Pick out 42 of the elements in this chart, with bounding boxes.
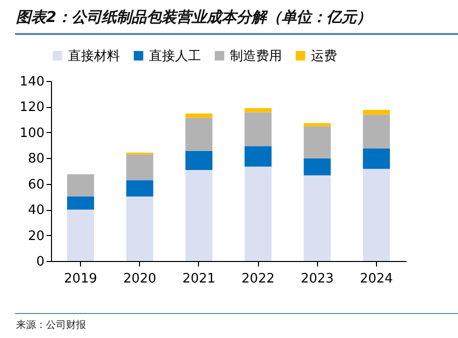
- x-tick-label: 2020: [123, 272, 156, 286]
- bar: [67, 174, 94, 196]
- bar: [244, 108, 272, 112]
- bar: [126, 180, 154, 196]
- bar: [185, 150, 212, 170]
- chart-title: 图表2：公司纸制品包装营业成本分解（单位：亿元）: [16, 8, 372, 27]
- bar: [362, 114, 390, 148]
- bar: [185, 170, 212, 261]
- y-tick-label: 20: [28, 228, 44, 244]
- bar: [362, 168, 390, 261]
- legend-label: 直接材料: [68, 48, 120, 64]
- bar: [67, 196, 94, 210]
- bar: [126, 196, 154, 261]
- legend-label: 制造费用: [230, 48, 282, 64]
- legend-label: 直接人工: [149, 48, 201, 64]
- x-tick-label: 2023: [300, 272, 334, 286]
- y-tick-label: 80: [28, 152, 44, 167]
- bar: [244, 112, 272, 146]
- y-tick-label: 120: [20, 100, 44, 116]
- x-tick-label: 2022: [242, 272, 275, 286]
- x-tick-label: 2024: [360, 272, 393, 286]
- bar: [67, 210, 94, 261]
- y-tick-label: 100: [20, 126, 44, 141]
- x-tick-label: 2019: [64, 272, 98, 286]
- bar: [244, 146, 272, 167]
- x-tick-label: 2021: [182, 272, 216, 286]
- y-tick-label: 0: [36, 254, 44, 270]
- legend-label: 运费: [311, 48, 337, 64]
- y-tick-label: 60: [28, 177, 44, 192]
- y-tick-label: 40: [28, 203, 44, 218]
- bar: [304, 175, 331, 261]
- bar: [304, 126, 331, 159]
- bar: [126, 154, 154, 180]
- bar: [304, 158, 331, 176]
- bar: [244, 166, 272, 261]
- source-note: 来源：公司财报: [16, 318, 86, 332]
- y-tick-label: 140: [20, 74, 44, 90]
- bar: [362, 110, 390, 115]
- bar: [185, 114, 212, 118]
- bar: [362, 148, 390, 169]
- bar: [304, 123, 331, 126]
- bar: [185, 118, 212, 151]
